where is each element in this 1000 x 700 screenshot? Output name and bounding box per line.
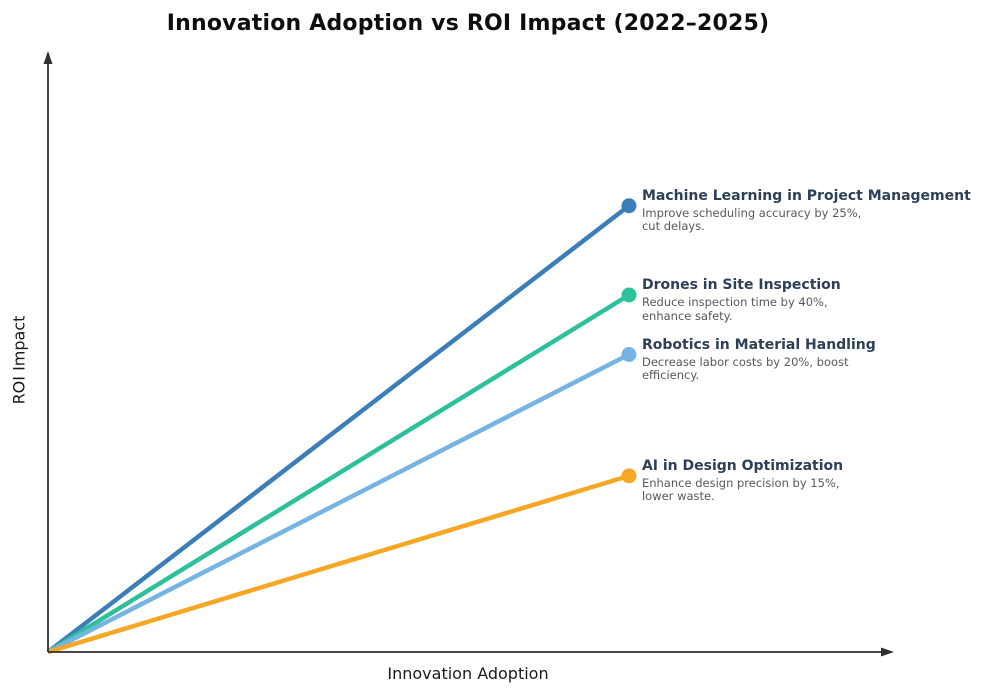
- series-line-3: [47, 473, 630, 655]
- series-desc-line: Improve scheduling accuracy by 25%,: [641, 205, 862, 220]
- series-name: Robotics in Material Handling: [641, 336, 876, 353]
- series-name: AI in Design Optimization: [641, 457, 844, 474]
- series-name: Machine Learning in Project Management: [641, 187, 971, 204]
- series-dot-1: [621, 287, 637, 303]
- series-dot-0: [621, 198, 637, 214]
- x-axis-label: Innovation Adoption: [387, 664, 549, 683]
- chart-title: Innovation Adoption vs ROI Impact (2022–…: [166, 11, 770, 36]
- series-desc-line: Enhance design precision by 15%,: [641, 475, 840, 490]
- series-dot-3: [621, 468, 637, 484]
- series-lines-group: [46, 198, 637, 655]
- series-desc-line: cut delays.: [641, 219, 705, 234]
- series-desc-line: Decrease labor costs by 20%, boost: [641, 354, 849, 369]
- series-desc-line: Reduce inspection time by 40%,: [641, 295, 828, 309]
- series-line-0: [46, 203, 631, 654]
- x-axis-arrowhead: [881, 647, 894, 657]
- series-dot-2: [621, 347, 637, 362]
- series-desc-line: efficiency.: [641, 368, 700, 382]
- series-name: Drones in Site Inspection: [641, 277, 841, 293]
- series-label: Machine Learning in Project Management I…: [642, 188, 971, 234]
- series-label: Drones in Site Inspection Reduce inspect…: [642, 277, 841, 323]
- y-axis-arrowhead: [43, 51, 53, 64]
- series-label: Robotics in Material Handling Decrease l…: [642, 337, 876, 383]
- axes-group: [43, 51, 894, 657]
- series-line-1: [46, 293, 631, 654]
- series-line-2: [46, 352, 631, 655]
- series-desc-line: lower waste.: [641, 489, 715, 504]
- y-axis-label: ROI Impact: [9, 315, 29, 405]
- series-label: AI in Design Optimization Enhance design…: [642, 458, 843, 504]
- series-desc-line: enhance safety.: [641, 308, 733, 323]
